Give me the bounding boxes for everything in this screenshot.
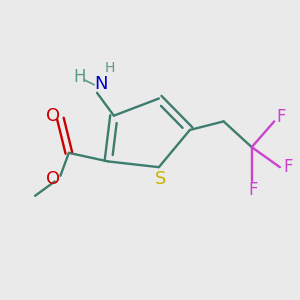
Text: F: F <box>284 158 293 176</box>
Text: H: H <box>104 61 115 76</box>
Text: N: N <box>94 75 108 93</box>
Text: O: O <box>46 169 60 188</box>
Text: O: O <box>46 107 60 125</box>
Text: F: F <box>248 181 258 199</box>
Text: F: F <box>277 108 286 126</box>
Text: S: S <box>154 169 166 188</box>
Text: H: H <box>74 68 86 86</box>
